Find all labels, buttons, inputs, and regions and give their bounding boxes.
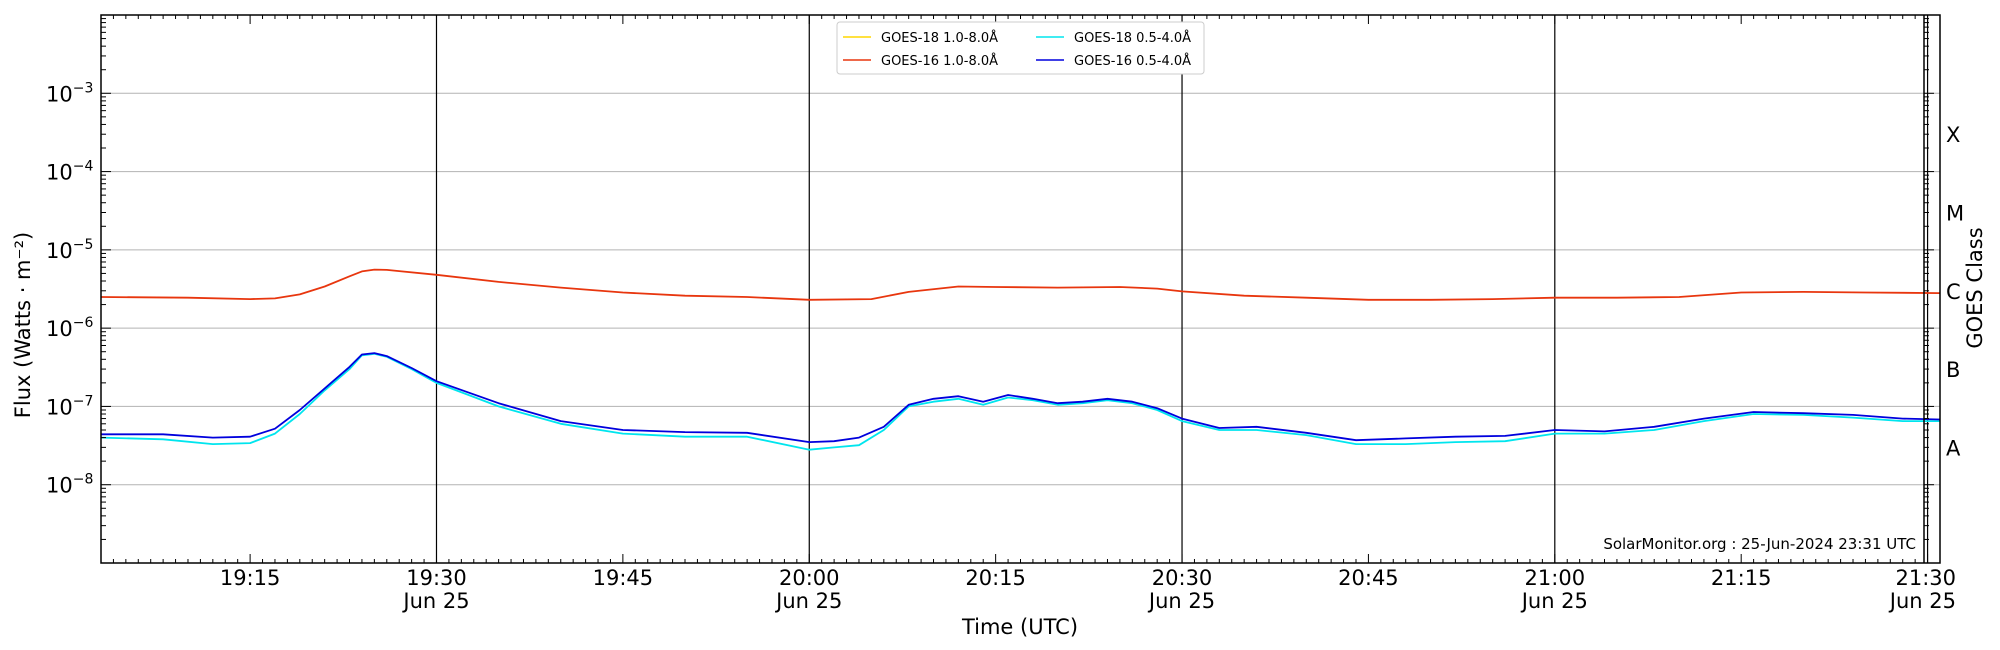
x-tick-sublabel: Jun 25: [1147, 589, 1215, 613]
plot-area: [101, 15, 1940, 563]
x-tick-label: 19:45: [593, 566, 654, 590]
goes-class-label-m: M: [1946, 202, 1964, 226]
legend: GOES-18 1.0-8.0Å GOES-16 1.0-8.0Å GOES-1…: [836, 21, 1205, 75]
x-tick-sublabel: Jun 25: [1520, 589, 1588, 613]
x-tick-label: 21:30: [1895, 566, 1956, 590]
x-tick-label: 20:45: [1338, 566, 1399, 590]
x-tick-label: 21:00: [1525, 566, 1586, 590]
series-line-goes-16-0-5-4-0: [101, 352, 1941, 443]
x-tick-label: 20:30: [1152, 566, 1213, 590]
goes-class-label-x: X: [1946, 123, 1960, 147]
grid-lines: [101, 92, 1940, 486]
y-tick-label: 10−7: [46, 393, 93, 419]
y-tick-label: 10−8: [46, 472, 93, 498]
x-tick-label: 20:00: [779, 566, 840, 590]
day-divider-lines: [435, 15, 1929, 563]
x-tick-sublabel: Jun 25: [401, 589, 469, 613]
legend-label-goes18-long: GOES-18 1.0-8.0Å: [881, 30, 998, 46]
x-tick-sublabel: Jun 25: [1888, 589, 1956, 613]
legend-box: [836, 21, 1205, 75]
y-tick-label: 10−3: [46, 80, 93, 106]
x-tick-label: 20:15: [965, 566, 1026, 590]
y-tick-label: 10−5: [46, 237, 93, 263]
y-axis-title: Flux (Watts · m⁻²): [11, 232, 35, 418]
x-axis-title: Time (UTC): [961, 615, 1078, 639]
series-layer: [100, 268, 1941, 451]
y-tick-label: 10−4: [46, 159, 93, 185]
x-tick-label: 19:15: [220, 566, 281, 590]
legend-label-goes18-short: GOES-18 0.5-4.0Å: [1074, 30, 1191, 46]
right-axis-title: GOES Class: [1963, 227, 1987, 348]
watermark-text: SolarMonitor.org : 25-Jun-2024 23:31 UTC: [1603, 535, 1916, 553]
axes: [100, 14, 1941, 564]
x-tick-label: 21:15: [1711, 566, 1772, 590]
y-tick-label: 10−6: [46, 315, 93, 341]
goes-class-label-a: A: [1946, 436, 1961, 460]
series-line-goes-16-1-0-8-0: [100, 268, 1941, 301]
y-tick-labels: 10−8 10−7 10−6 10−5 10−4 10−3: [46, 80, 93, 497]
goes-class-label-b: B: [1946, 358, 1960, 382]
plot-background: [101, 15, 1940, 563]
goes-class-labels: A B C M X: [1946, 123, 1964, 460]
x-tick-label: 19:30: [406, 566, 467, 590]
goes-class-label-c: C: [1946, 280, 1961, 304]
legend-label-goes16-long: GOES-16 1.0-8.0Å: [881, 53, 998, 69]
legend-label-goes16-short: GOES-16 0.5-4.0Å: [1074, 53, 1191, 69]
x-tick-sublabel: Jun 25: [774, 589, 842, 613]
